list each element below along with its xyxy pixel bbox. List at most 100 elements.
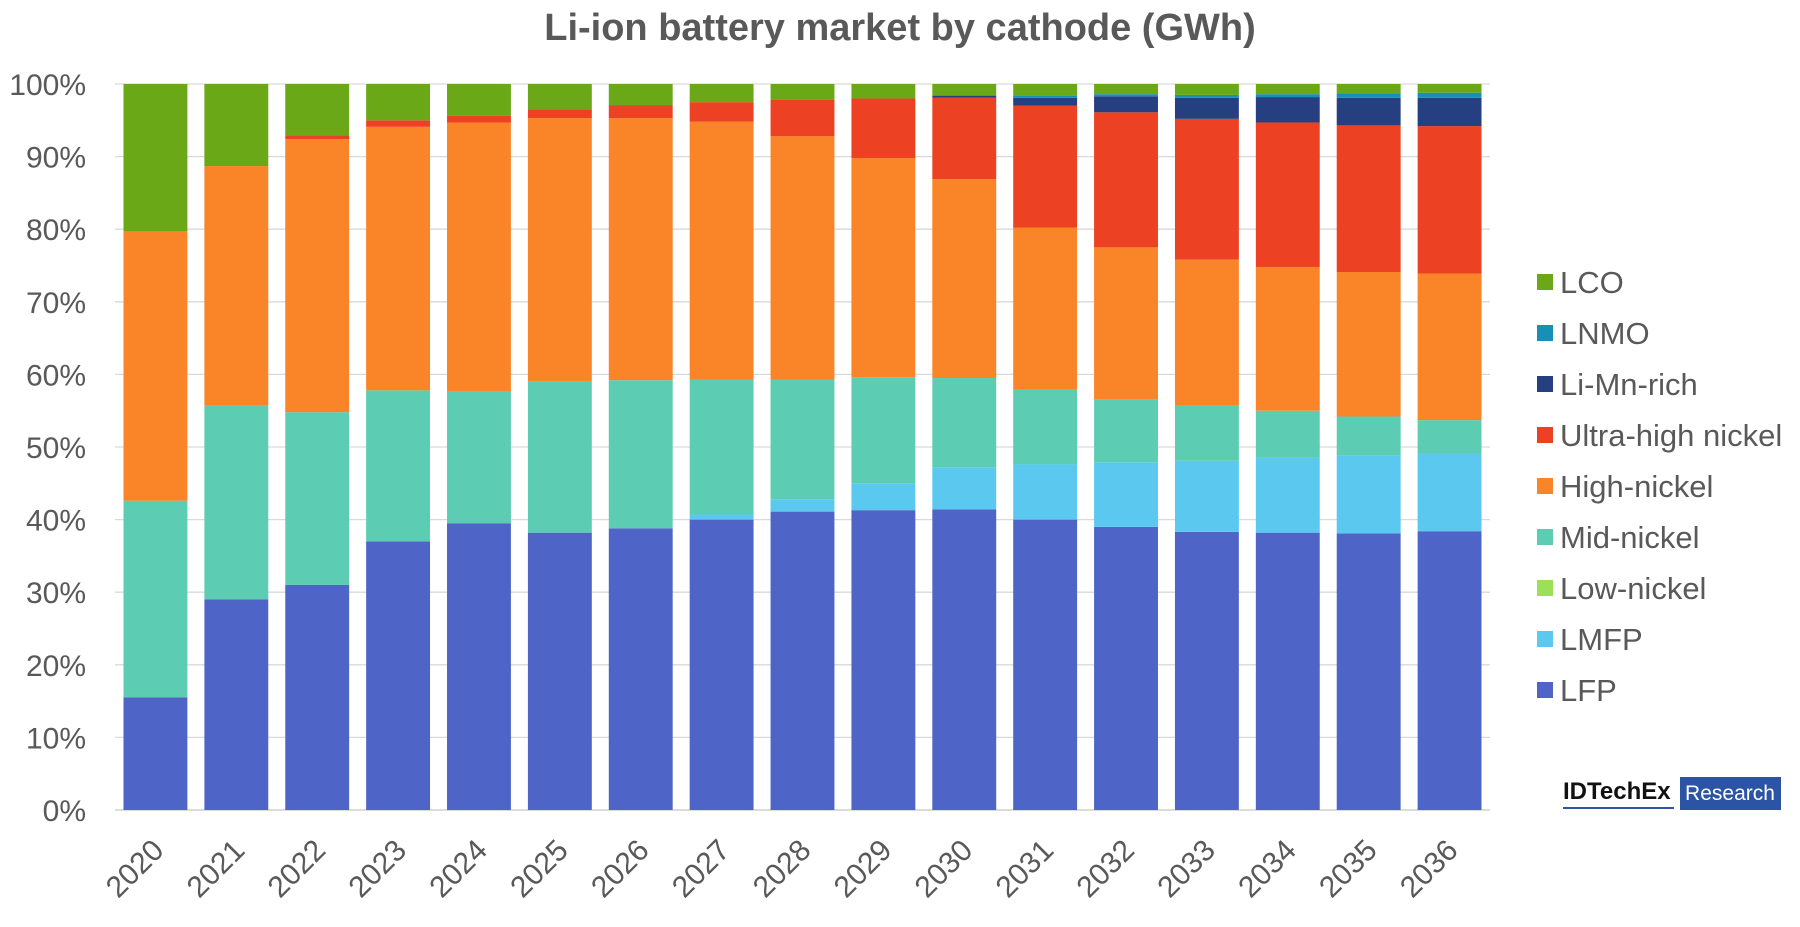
y-tick-label: 90% <box>26 142 86 175</box>
bar-segment <box>204 84 269 167</box>
bar-segment <box>1094 94 1158 97</box>
bar-segment <box>1255 532 1320 810</box>
legend-swatch <box>1537 631 1553 647</box>
bar-segment <box>1417 92 1482 98</box>
legend-item: Low-nickel <box>1537 571 1706 606</box>
bar-segment <box>285 84 350 136</box>
x-tick-label: 2020 <box>100 834 171 905</box>
bar-segment <box>1013 519 1078 810</box>
bar-segment <box>1336 416 1401 456</box>
bar-segment <box>689 102 754 122</box>
legend-swatch <box>1537 682 1553 698</box>
bar-segment <box>527 84 592 110</box>
legend-label: LNMO <box>1560 316 1650 351</box>
bar-segment <box>851 510 916 810</box>
bar-segment <box>1013 389 1078 465</box>
bar-segment <box>932 509 997 810</box>
legend-swatch <box>1537 529 1553 545</box>
y-tick-label: 20% <box>26 650 86 683</box>
bar-segment <box>851 377 916 484</box>
bar-segment <box>851 483 916 511</box>
x-tick-label: 2027 <box>666 834 737 905</box>
bar-segment <box>608 118 673 381</box>
bar-segment <box>1417 126 1482 274</box>
bar-segment <box>1255 97 1320 123</box>
legend-swatch <box>1537 274 1553 290</box>
bar-segment <box>204 599 269 810</box>
legend-label: High-nickel <box>1560 469 1713 504</box>
y-tick-label: 10% <box>26 722 86 755</box>
bar-segment <box>1336 84 1401 94</box>
bar-segment <box>123 84 188 232</box>
bar-segment <box>1094 96 1158 113</box>
bar-segment <box>447 523 511 810</box>
bar-segment <box>1417 97 1482 127</box>
bar-segment <box>285 412 350 585</box>
bar-segment <box>1336 455 1401 534</box>
y-tick-label: 70% <box>26 287 86 320</box>
bar-segment <box>770 511 835 810</box>
bar-segment <box>851 158 916 378</box>
bar-segment <box>932 467 997 510</box>
legend-swatch <box>1537 376 1553 392</box>
bar-segment <box>1336 125 1401 273</box>
bar-segment <box>1255 84 1320 95</box>
bar-segment <box>527 381 592 533</box>
y-axis-ticks: 0% 10% 20% 30% 40% 50% 60% 70% 80% 90% 100% <box>9 69 86 828</box>
x-tick-label: 2034 <box>1232 834 1303 905</box>
x-tick-label: 2022 <box>262 834 333 905</box>
legend-item: High-nickel <box>1537 469 1713 504</box>
bar-segment <box>366 84 431 121</box>
legend-item: LNMO <box>1537 316 1650 351</box>
x-tick-label: 2029 <box>828 834 899 905</box>
x-tick-label: 2031 <box>990 834 1061 905</box>
x-axis-ticks: 2020 2021 2022 2023 2024 2025 2026 2027 2028 2029… <box>100 834 1465 905</box>
bar-segment <box>1417 453 1482 532</box>
chart-title: Li-ion battery market by cathode (GWh) <box>544 7 1256 49</box>
x-tick-label: 2023 <box>343 834 414 905</box>
bar-segment <box>285 139 350 413</box>
bar-segment <box>204 405 269 600</box>
bar-segment <box>1174 531 1239 810</box>
x-tick-label: 2021 <box>181 834 252 905</box>
bar-segment <box>1255 457 1320 533</box>
bar-segment <box>608 105 673 119</box>
bar-segment <box>1013 105 1078 228</box>
y-tick-label: 100% <box>9 69 86 102</box>
bar-segment <box>770 136 835 380</box>
bar-segment <box>123 500 188 698</box>
x-tick-label: 2035 <box>1313 834 1384 905</box>
idtechex-logo: IDTechEx Research <box>1563 777 1781 810</box>
y-tick-label: 40% <box>26 505 86 538</box>
bar-segment <box>366 541 431 810</box>
bar-segment <box>1013 227 1078 390</box>
bar-segment <box>123 697 188 810</box>
bar-segment <box>285 135 350 140</box>
x-tick-label: 2026 <box>585 834 656 905</box>
legend-label: LFP <box>1560 673 1617 708</box>
legend-label: LCO <box>1560 265 1624 300</box>
bar-segment <box>1174 84 1239 95</box>
bar-segment <box>689 84 754 103</box>
bar-segment <box>447 391 511 524</box>
x-tick-label: 2025 <box>504 834 575 905</box>
bar-segment <box>1417 531 1482 810</box>
bar-segment <box>608 84 673 106</box>
legend-item: Ultra-high nickel <box>1537 418 1782 453</box>
legend-item: LFP <box>1537 673 1617 708</box>
bar-segment <box>1094 247 1158 400</box>
bar-segment <box>1417 273 1482 421</box>
bar-segment <box>366 120 431 127</box>
legend: LCO LNMO Li-Mn-rich Ultra-high nickel High-n… <box>1537 265 1782 708</box>
bar-segment <box>770 84 835 100</box>
legend-swatch <box>1537 478 1553 494</box>
legend-item: Mid-nickel <box>1537 520 1700 555</box>
bar-segment <box>770 379 835 500</box>
logo-brand-name: IDTechEx <box>1563 778 1671 805</box>
legend-item: LCO <box>1537 265 1624 300</box>
bar-segment <box>1174 259 1239 406</box>
logo-research-box <box>1680 777 1781 810</box>
bar-segment <box>1174 97 1239 119</box>
bar-segment <box>851 98 916 159</box>
bar-segment <box>1094 462 1158 527</box>
